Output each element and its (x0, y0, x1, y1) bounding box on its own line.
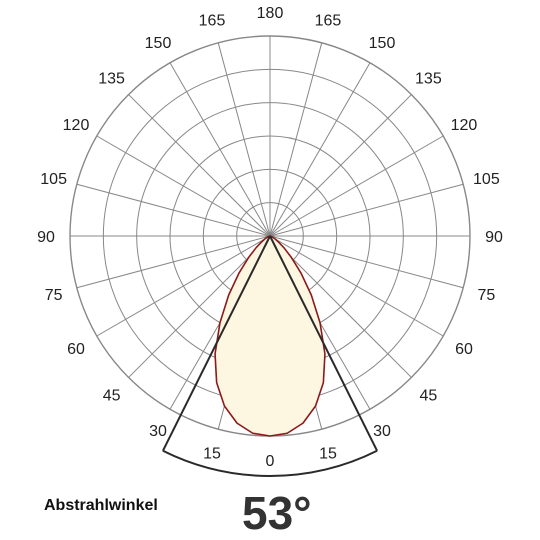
grid-spoke (96, 135, 271, 237)
angle-tick-label: 30 (373, 423, 391, 440)
angle-tick-label: 15 (319, 445, 337, 462)
beam-arc (162, 449, 378, 477)
angle-tick-label: 135 (98, 71, 125, 88)
angle-tick-label: 75 (45, 287, 63, 304)
grid-spoke (128, 94, 271, 237)
grid-spoke (269, 62, 371, 237)
angle-tick-label: 0 (266, 453, 275, 470)
distribution-curve-layer (214, 235, 326, 437)
beam-angle-marker (162, 235, 378, 477)
light-distribution-curve (214, 235, 326, 437)
angle-tick-label: 180 (257, 5, 284, 22)
angle-tick-label: 45 (419, 387, 437, 404)
grid-spoke (269, 235, 464, 289)
angle-tick-label: 90 (485, 229, 503, 246)
grid-spoke (269, 183, 464, 237)
grid-spoke (217, 42, 271, 237)
grid-spoke (269, 135, 444, 237)
grid-spoke (269, 42, 323, 237)
angle-tick-label: 120 (451, 117, 478, 134)
angle-tick-label: 90 (37, 229, 55, 246)
angle-tick-label: 150 (369, 35, 396, 52)
grid-spoke (269, 235, 444, 337)
angle-tick-label: 30 (149, 423, 167, 440)
grid-spoke (76, 235, 271, 289)
grid-spoke (269, 94, 412, 237)
angle-tick-label: 150 (145, 35, 172, 52)
angle-tick-label: 15 (203, 445, 221, 462)
angle-tick-label: 60 (455, 341, 473, 358)
angle-tick-label: 165 (315, 13, 342, 30)
angle-tick-label: 105 (40, 171, 67, 188)
angle-tick-label: 45 (103, 387, 121, 404)
beam-angle-value: 53° (242, 487, 312, 539)
beam-edge-left (162, 235, 271, 452)
grid-spoke (169, 62, 271, 237)
grid-spoke (96, 235, 271, 337)
beam-angle-caption: Abstrahlwinkel (44, 497, 158, 514)
angle-tick-label: 165 (199, 13, 226, 30)
angle-tick-label: 135 (415, 71, 442, 88)
angle-tick-label: 60 (67, 341, 85, 358)
angle-tick-label: 120 (63, 117, 90, 134)
angle-tick-label: 105 (473, 171, 500, 188)
beam-edge-right (269, 235, 378, 452)
grid-spoke (76, 183, 271, 237)
angle-tick-label: 75 (477, 287, 495, 304)
